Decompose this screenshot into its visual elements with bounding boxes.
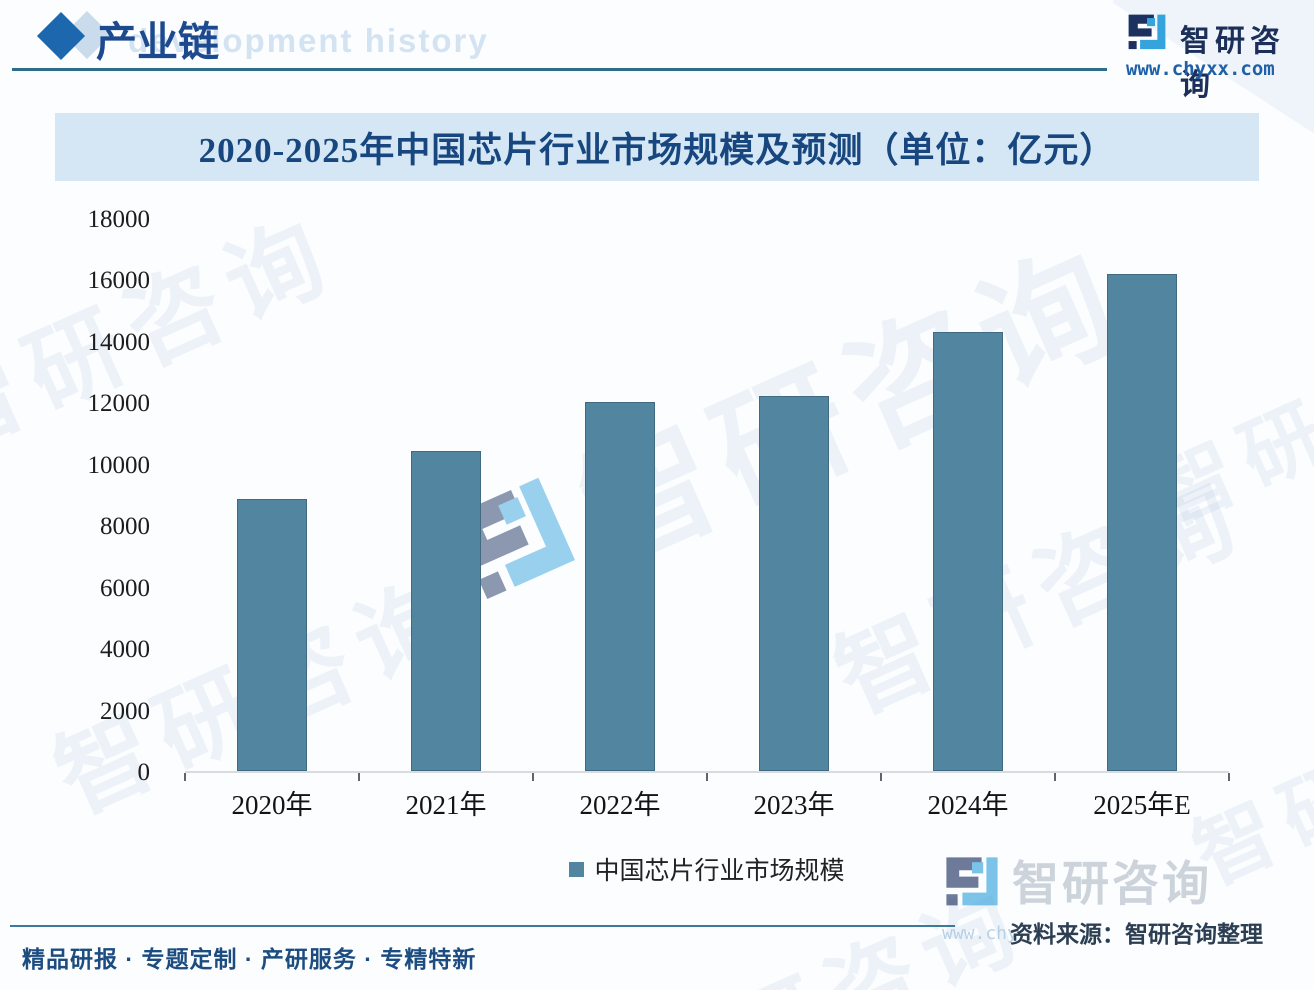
x-tick-mark (357, 773, 360, 781)
brand-logo-icon (1124, 10, 1170, 61)
x-axis-labels: 2020年 2021年 2022年 2023年 2024年 2025年E (185, 783, 1229, 822)
legend: 中国芯片行业市场规模 (185, 851, 1229, 887)
x-axis-ticks (184, 771, 1230, 781)
bar (237, 498, 307, 771)
y-tick-label: 16000 (87, 267, 151, 295)
x-tick-label: 2020年 (231, 790, 313, 820)
y-tick-label: 2000 (100, 697, 150, 725)
header-divider (12, 68, 1107, 71)
bar-band (707, 220, 881, 771)
y-tick-label: 10000 (87, 451, 151, 479)
bar (411, 451, 481, 771)
watermark-logo-icon (940, 851, 1004, 920)
bar (933, 331, 1003, 771)
x-tick-label: 2023年 (753, 790, 835, 820)
footer-tagline: 精品研报 · 专题定制 · 产研服务 · 专精特新 (22, 946, 477, 972)
x-tick-mark (184, 773, 186, 781)
title-banner: 2020-2025年中国芯片行业市场规模及预测（单位：亿元） (55, 113, 1259, 181)
bar-band (533, 220, 707, 771)
bar-chart: 18000 16000 14000 12000 10000 8000 6000 4000 200… (0, 195, 1314, 885)
plot-area: 2020年 2021年 2022年 2023年 2024年 2025年E 中国芯片行业市场… (184, 220, 1230, 885)
x-tick-label: 2022年 (579, 790, 661, 820)
y-tick-label: 18000 (87, 206, 151, 233)
source-note: 资料来源：智研咨询整理 (1010, 921, 1263, 947)
brand-name: 智研咨询 (1180, 25, 1285, 102)
page-title: 产业链 (96, 19, 219, 65)
x-tick-mark (1054, 773, 1056, 781)
y-tick-label: 8000 (100, 513, 150, 541)
x-tick-mark (531, 773, 534, 781)
footer-divider (10, 925, 955, 927)
x-tick-label: 2025年E (1093, 790, 1191, 820)
x-tick-label: 2024年 (927, 790, 1009, 820)
bars (185, 220, 1229, 771)
x-tick-mark (706, 773, 708, 781)
bar (585, 402, 655, 771)
y-tick-label: 4000 (100, 636, 150, 664)
bar-band (185, 220, 359, 771)
legend-label: 中国芯片行业市场规模 (594, 857, 845, 885)
y-tick-label: 14000 (87, 328, 151, 356)
y-tick-label: 0 (137, 759, 151, 786)
header-watermark-text: development history (128, 22, 489, 59)
x-tick-mark (1228, 773, 1230, 781)
bar (1107, 273, 1177, 771)
x-tick-label: 2021年 (405, 790, 487, 820)
bar-band (359, 220, 533, 771)
y-tick-label: 6000 (100, 574, 150, 602)
y-tick-label: 12000 (87, 390, 151, 418)
source-block: 智研咨询 www.chyxx.com 资料来源：智研咨询整理 (932, 843, 1304, 955)
y-axis-labels: 18000 16000 14000 12000 10000 8000 6000 4000 200… (0, 206, 151, 786)
watermark-brand-text: 智研咨询 (1012, 859, 1212, 911)
bar-band (1055, 220, 1229, 771)
bar-band (881, 220, 1055, 771)
legend-swatch (569, 861, 585, 877)
x-tick-mark (879, 773, 882, 781)
bar (759, 396, 829, 771)
chart-title: 2020-2025年中国芯片行业市场规模及预测（单位：亿元） (198, 130, 1116, 170)
watermark-website-fragment: www.chyxx.com (942, 923, 1014, 944)
brand-website: www.chyxx.com (1126, 58, 1275, 80)
